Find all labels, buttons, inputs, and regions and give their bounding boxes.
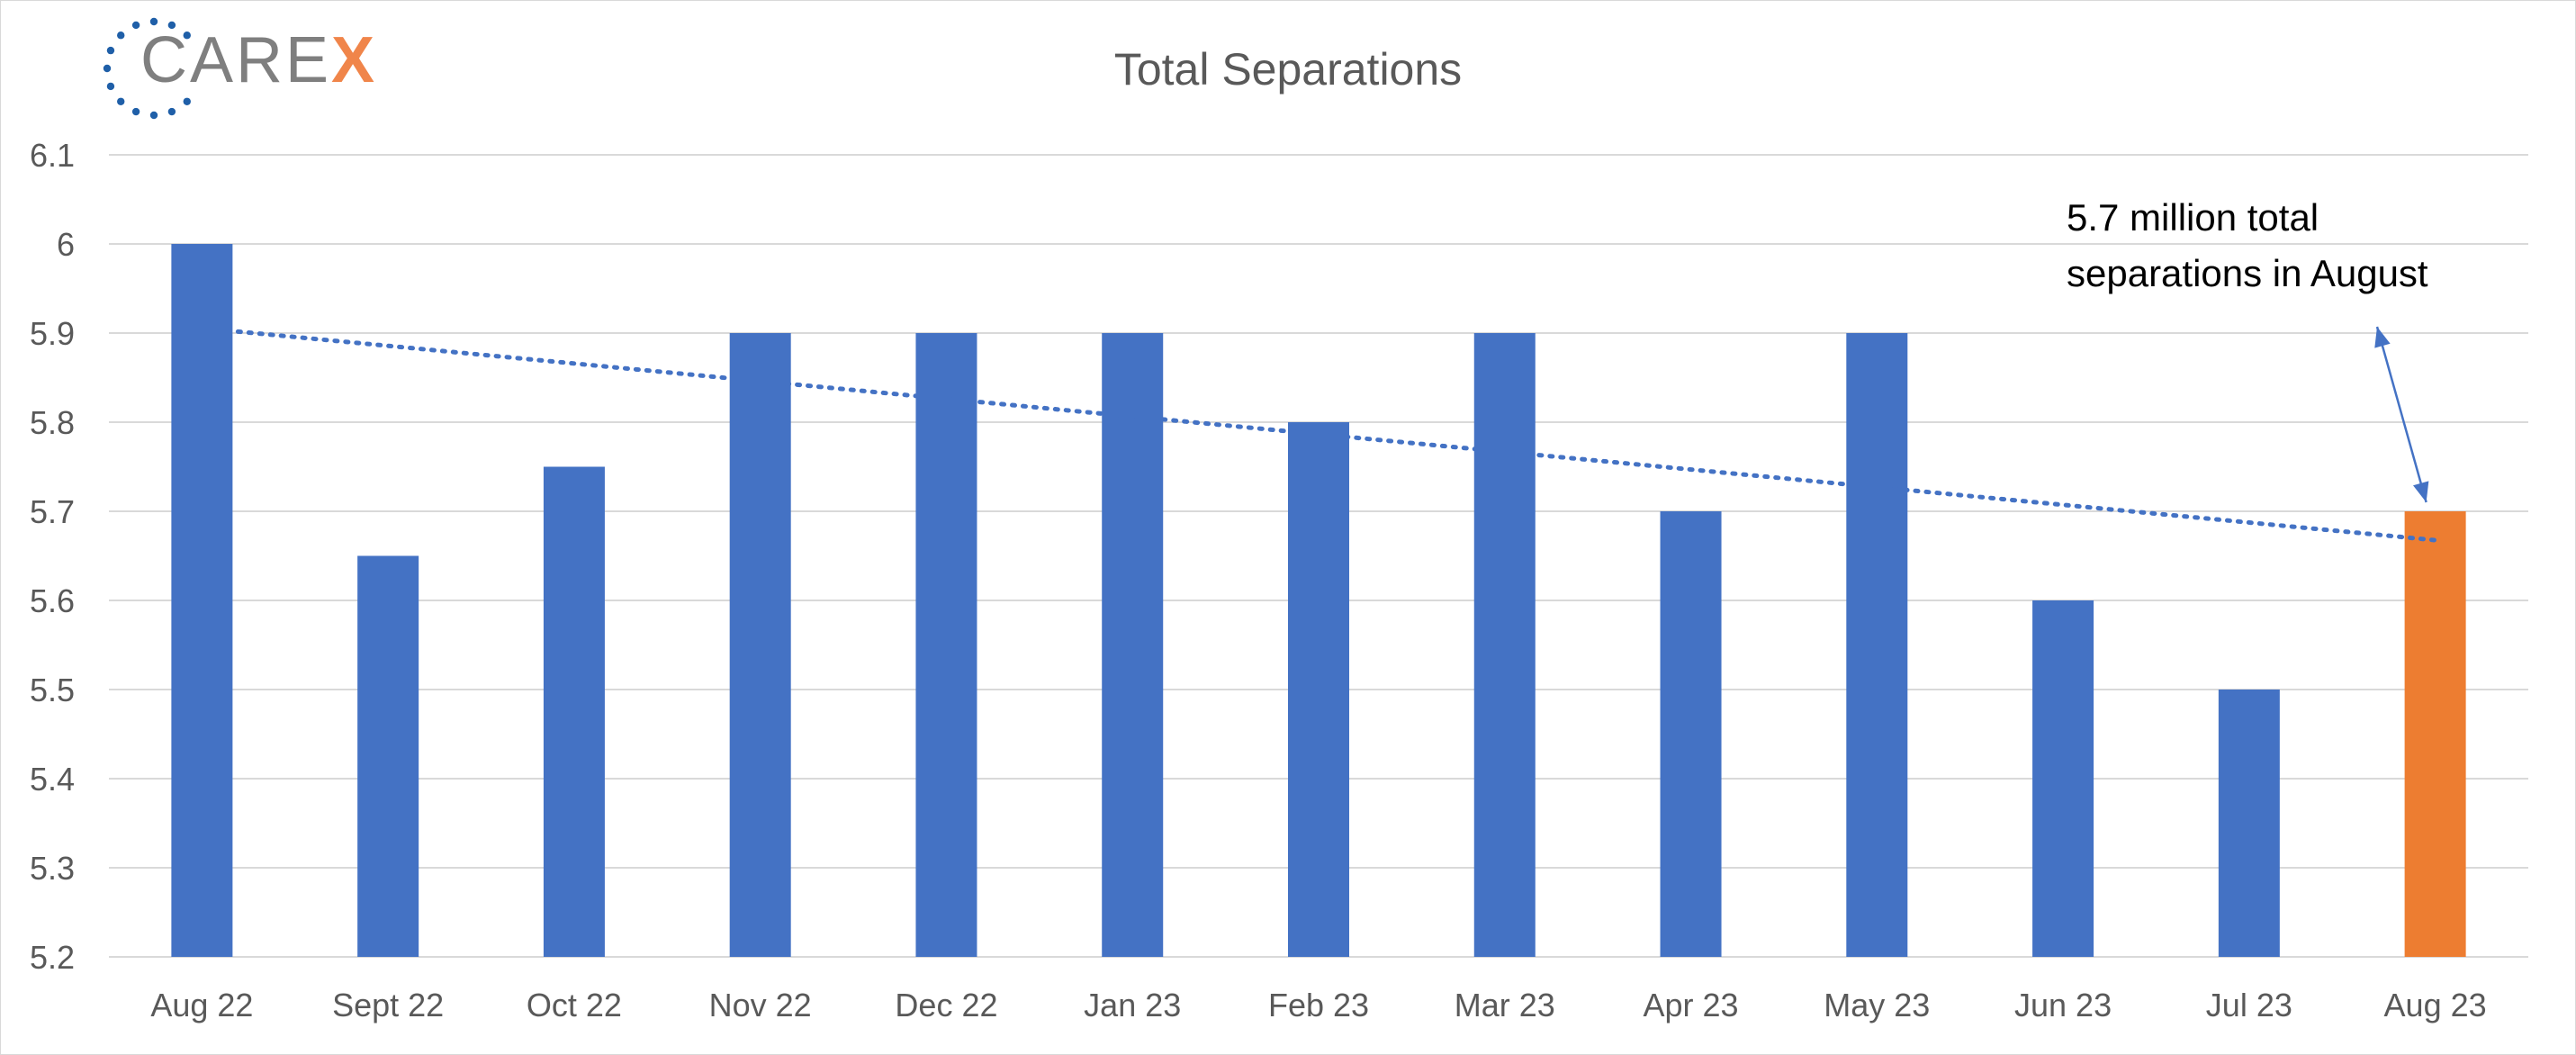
- bar: [1288, 422, 1349, 957]
- annotation-line-1: 5.7 million total: [2067, 196, 2319, 239]
- logo-dot: [131, 107, 140, 116]
- bar: [2032, 600, 2094, 957]
- logo-dot: [183, 32, 191, 40]
- bar: [1473, 333, 1536, 957]
- x-tick-label: Nov 22: [709, 987, 812, 1023]
- chart-title: Total Separations: [1114, 44, 1462, 95]
- logo-dot: [149, 17, 158, 26]
- x-tick-label: May 23: [1824, 987, 1930, 1023]
- y-tick-label: 5.5: [30, 672, 75, 708]
- y-tick-label: 5.4: [30, 761, 75, 798]
- x-tick-label: Jun 23: [2014, 987, 2112, 1023]
- x-tick-label: Sept 22: [332, 987, 444, 1023]
- x-tick-label: Mar 23: [1455, 987, 1555, 1023]
- logo-dots-icon: [103, 17, 191, 120]
- logo-dot: [149, 111, 158, 120]
- bar: [171, 244, 233, 957]
- x-tick-label: Apr 23: [1643, 987, 1738, 1023]
- y-tick-label: 6: [57, 226, 75, 263]
- arrowhead-bottom-icon: [2413, 481, 2429, 502]
- bar: [2404, 511, 2466, 957]
- logo-dot: [131, 21, 140, 30]
- bar: [915, 333, 977, 957]
- y-tick-label: 6.1: [30, 137, 75, 174]
- carex-logo-text: CAREX: [140, 28, 377, 93]
- y-tick-label: 5.6: [30, 582, 75, 619]
- logo-dot: [167, 21, 176, 30]
- logo-dot: [117, 32, 125, 40]
- x-axis-tick-labels: Aug 22 Sept 22 Oct 22 Nov 22 Dec 22 Jan 23 Feb…: [150, 987, 2486, 1023]
- logo-dot: [103, 64, 112, 73]
- bar: [543, 466, 605, 957]
- bar: [1102, 333, 1164, 957]
- x-tick-label: Oct 22: [527, 987, 622, 1023]
- bar: [2218, 690, 2280, 957]
- bars: [171, 244, 2466, 957]
- trendline: [235, 329, 2438, 543]
- bar: [729, 333, 791, 957]
- logo-dot: [167, 107, 176, 116]
- y-tick-label: 5.8: [30, 404, 75, 441]
- annotation-arrow: [2375, 326, 2427, 503]
- logo-dot: [117, 97, 125, 105]
- annotation: 5.7 million total separations in August: [2067, 196, 2429, 503]
- y-tick-label: 5.3: [30, 850, 75, 887]
- bar: [1660, 511, 1722, 957]
- arrowhead-top-icon: [2374, 327, 2391, 348]
- x-tick-label: Jan 23: [1084, 987, 1181, 1023]
- logo-dot: [106, 82, 115, 91]
- logo-main-text: CARE: [140, 24, 332, 96]
- x-tick-label: Jul 23: [2206, 987, 2292, 1023]
- annotation-line-2: separations in August: [2067, 252, 2428, 294]
- x-tick-label: Aug 23: [2384, 987, 2487, 1023]
- y-axis-tick-labels: 5.2 5.3 5.4 5.5 5.6 5.7 5.8 5.9 6 6.1: [30, 137, 75, 976]
- y-tick-label: 5.9: [30, 315, 75, 352]
- bar: [357, 555, 419, 957]
- x-tick-label: Dec 22: [895, 987, 997, 1023]
- x-tick-label: Aug 22: [150, 987, 253, 1023]
- logo-dot: [106, 46, 115, 55]
- logo-accent-text: X: [331, 24, 378, 96]
- y-tick-label: 5.2: [30, 939, 75, 976]
- logo-dot: [183, 97, 191, 105]
- y-tick-label: 5.7: [30, 493, 75, 530]
- x-tick-label: Feb 23: [1268, 987, 1369, 1023]
- bar: [1846, 333, 1908, 957]
